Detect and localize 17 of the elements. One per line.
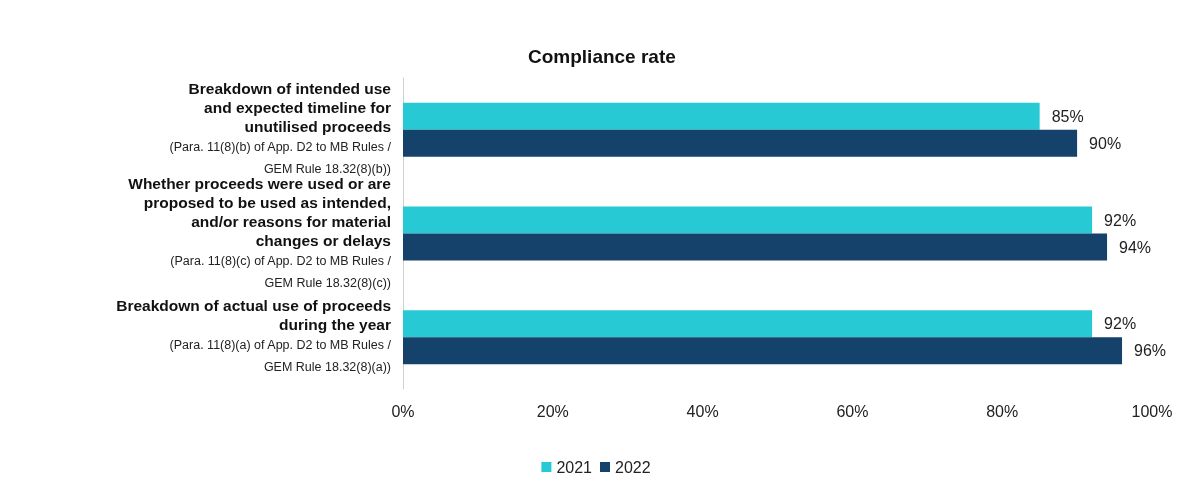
x-tick-label: 0% bbox=[391, 402, 415, 420]
data-label: 90% bbox=[1089, 134, 1122, 152]
data-label: 92% bbox=[1104, 315, 1137, 333]
y-tick-label: Breakdown of intended use and expected timeline for unutilised proceeds (Para. 11(8)(b) of App. D2 to MB Rules / GEM Rule 18.32(8)(b)) bbox=[169, 80, 392, 177]
x-tick-label: 40% bbox=[686, 402, 719, 420]
legend-label: 2021 bbox=[556, 458, 593, 476]
data-label: 96% bbox=[1134, 342, 1167, 360]
x-tick-label: 60% bbox=[836, 402, 869, 420]
data-label: 94% bbox=[1119, 238, 1152, 256]
x-tick-label: 80% bbox=[986, 402, 1019, 420]
x-tick-label: 100% bbox=[1131, 402, 1173, 420]
chart-title: Compliance rate bbox=[528, 46, 676, 67]
legend-label: 2022 bbox=[615, 458, 651, 476]
y-tick-label: Breakdown of actual use of proceeds during the year (Para. 11(8)(a) of App. D2 to MB Rules / GEM Rule 18.32(8)(a)) bbox=[116, 297, 392, 375]
data-label: 85% bbox=[1051, 107, 1084, 125]
data-label: 92% bbox=[1104, 211, 1137, 229]
x-tick-label: 20% bbox=[536, 402, 569, 420]
